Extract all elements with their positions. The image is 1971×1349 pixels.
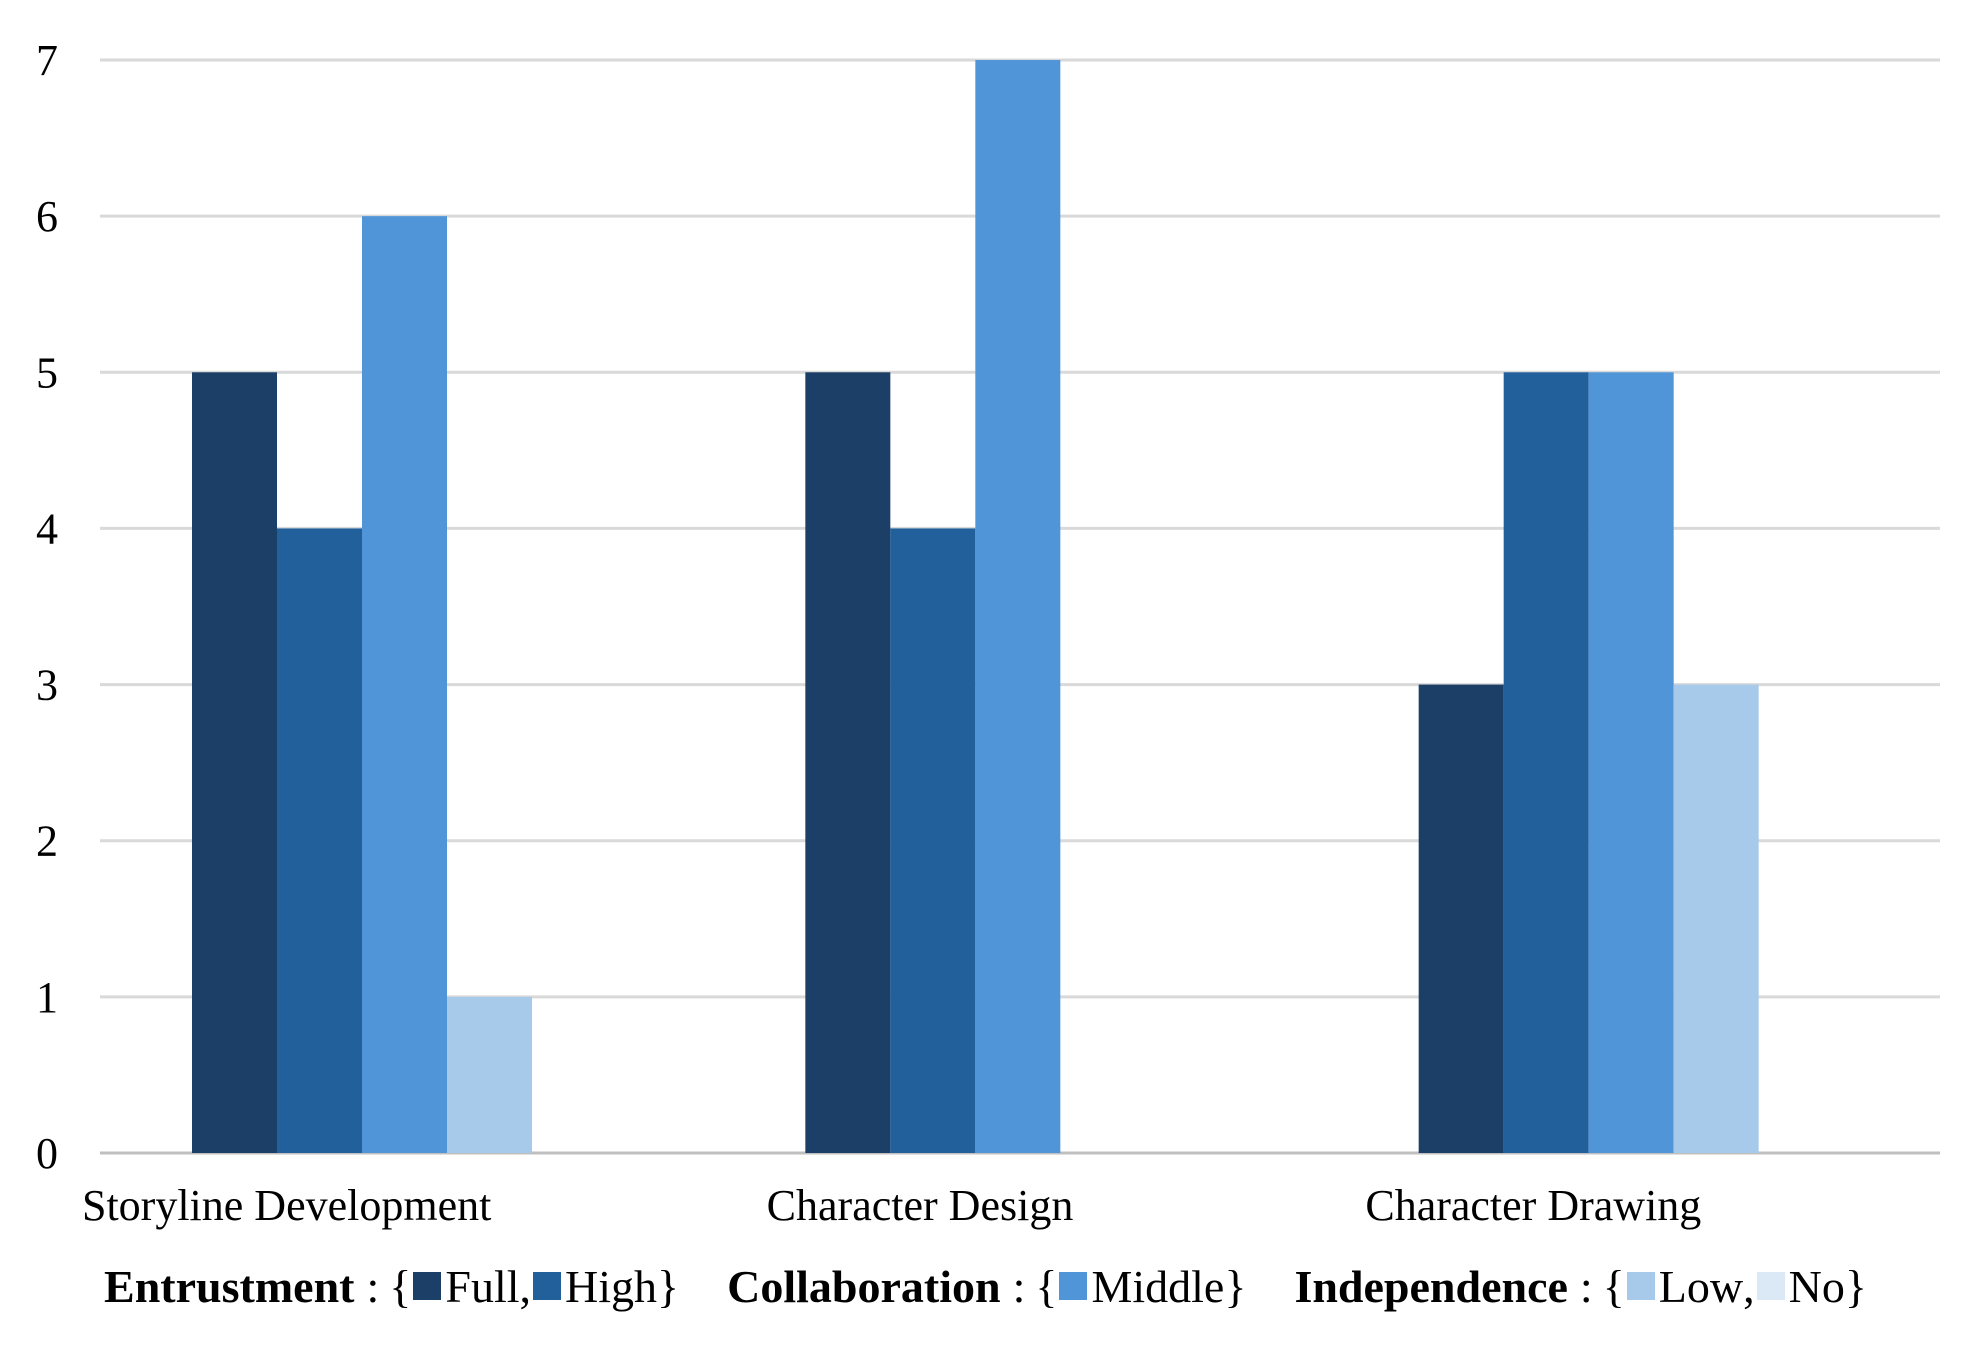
legend-separator: : (366, 1260, 380, 1312)
legend-item-full: Full, (411, 1260, 531, 1313)
y-tick-label: 7 (36, 36, 58, 85)
legend-swatch-full (413, 1272, 442, 1300)
legend-brace-open: { (1035, 1260, 1058, 1312)
legend-item-label: Middle (1091, 1260, 1225, 1312)
y-tick-label: 4 (36, 504, 58, 553)
bar-high-1 (277, 528, 362, 1153)
bar-high-3 (1503, 372, 1589, 1153)
legend-swatch-low (1626, 1272, 1655, 1300)
legend-group-label: Independence (1294, 1260, 1568, 1312)
bar-middle-3 (1588, 372, 1674, 1153)
legend-group-entrustment: Entrustment : { Full, High } (104, 1260, 679, 1313)
bar-low-1 (447, 996, 532, 1153)
bar-low-3 (1673, 684, 1759, 1153)
legend-item-label: High (565, 1260, 658, 1312)
legend-swatch-middle (1059, 1272, 1088, 1300)
bar-full-2 (805, 372, 891, 1153)
y-tick-label: 3 (36, 661, 58, 710)
legend-group-label: Entrustment (104, 1260, 355, 1312)
legend-swatch-high (533, 1272, 562, 1300)
legend-brace-close: } (1224, 1260, 1247, 1312)
legend-item-label: No (1788, 1260, 1845, 1312)
legend-brace-open: { (389, 1260, 412, 1312)
bar-middle-2 (975, 60, 1061, 1153)
y-tick-label: 6 (36, 192, 58, 241)
bar-high-2 (890, 528, 976, 1153)
legend-brace-open: { (1602, 1260, 1625, 1312)
legend-group-collaboration: Collaboration : { Middle } (727, 1260, 1246, 1313)
legend-item-middle: Middle (1057, 1260, 1224, 1313)
legend-separator: : (1012, 1260, 1026, 1312)
y-tick-label: 1 (36, 973, 58, 1022)
legend-swatch-no (1756, 1272, 1785, 1300)
legend-group-independence: Independence : { Low, No } (1294, 1260, 1867, 1313)
legend-group-label: Collaboration (727, 1260, 1001, 1312)
bar-middle-1 (362, 216, 447, 1154)
legend: Entrustment : { Full, High } Collaborati… (0, 1256, 1971, 1316)
y-axis-ticks: 0 1 2 3 4 5 6 7 (36, 36, 58, 1178)
y-tick-label: 2 (36, 817, 58, 866)
bars (192, 60, 1759, 1154)
y-tick-label: 5 (36, 348, 58, 397)
x-axis-ticks: Storyline Development Character Design Cha… (82, 1181, 1701, 1230)
bar-full-3 (1418, 684, 1504, 1153)
legend-separator: : (1579, 1260, 1593, 1312)
legend-item-label: Low (1658, 1260, 1744, 1312)
legend-item-no: No (1755, 1260, 1845, 1313)
x-tick-label: Character Drawing (1365, 1181, 1701, 1230)
x-tick-label: Storyline Development (82, 1181, 491, 1230)
x-tick-label: Character Design (767, 1181, 1074, 1230)
legend-brace-close: } (657, 1260, 680, 1312)
legend-item-low: Low, (1625, 1260, 1755, 1313)
legend-brace-close: } (1844, 1260, 1867, 1312)
bar-full-1 (192, 372, 277, 1153)
legend-item-label: Full (445, 1260, 520, 1312)
legend-item-high: High (531, 1260, 657, 1313)
y-tick-label: 0 (36, 1129, 58, 1178)
